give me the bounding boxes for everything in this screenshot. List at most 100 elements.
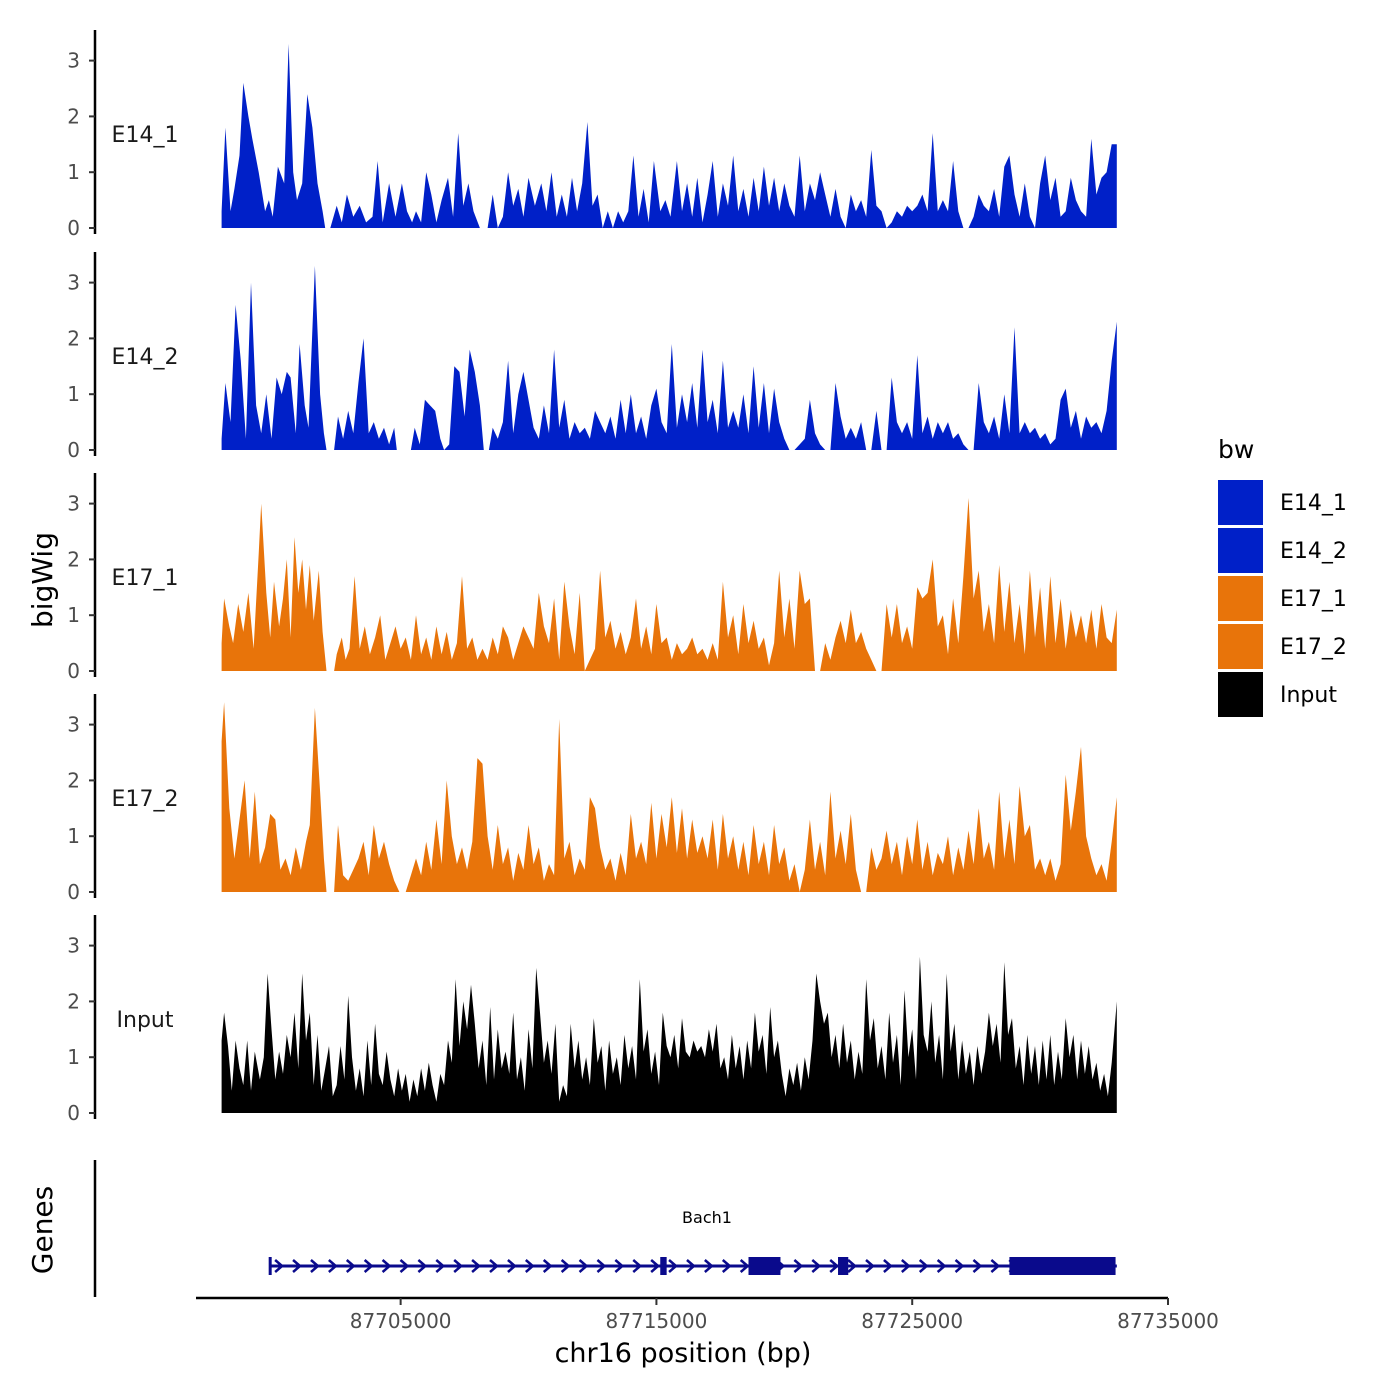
strand-arrow [901,1259,911,1273]
x-axis-title: chr16 position (bp) [555,1338,812,1369]
strand-arrow [435,1259,446,1273]
y-tick-label: 2 [67,326,80,350]
y-tick-label: 0 [67,880,80,904]
gene-exon [1009,1257,1116,1275]
y-tick-label: 3 [67,934,80,958]
strand-arrow [489,1259,499,1273]
gene-exon [660,1257,667,1275]
y-tick-label: 0 [67,216,80,240]
track-E17_2: 0 1 2 3 E17_2 [67,694,1117,904]
strand-arrow [990,1259,1001,1273]
strand-arrow [524,1259,535,1273]
signal-area-E14_1 [221,43,1117,229]
strand-arrow [739,1259,750,1273]
strand-arrow [972,1259,983,1273]
legend-swatch-E17_2 [1218,624,1263,669]
strand-arrow [328,1259,338,1273]
legend: bw E14_1 E14_2 E17_1 E17_2 Input [1218,435,1347,717]
track-E17_1: 0 1 2 3 E17_1 [67,473,1117,683]
y-tick-label: 0 [67,1101,80,1125]
strand-arrow [381,1259,392,1273]
x-tick-label: 87705000 [350,1309,452,1333]
y-tick-label: 3 [67,271,80,295]
x-tick-label: 87735000 [1117,1309,1219,1333]
strand-arrow [578,1259,589,1273]
strand-arrow [829,1259,840,1273]
strand-arrow [650,1259,661,1273]
y-tick-label: 1 [67,160,80,184]
strand-arrow [936,1259,947,1273]
legend-swatch-E14_2 [1218,528,1263,573]
genes-axis-title: Genes [26,1186,59,1274]
legend-swatch-E14_1 [1218,480,1263,525]
legend-label: E14_2 [1280,539,1347,564]
x-axis: 87705000 87715000 87725000 87735000 [196,1296,1219,1333]
x-tick-label: 87725000 [861,1309,963,1333]
track-label: Input [117,1008,174,1033]
y-tick-label: 1 [67,1045,80,1069]
strand-arrow [310,1259,320,1273]
y-tick-label: 1 [67,824,80,848]
y-tick-label: 1 [67,382,80,406]
bigwig-tracks: 0 1 2 3 E14_1 0 1 2 3 E14_2 0 1 2 3 E17_1 0 1 2 3 E17_2 0 1 2 3… [67,30,1117,1125]
track-label: E17_2 [112,787,179,812]
y-tick-label: 2 [67,104,80,128]
strand-arrow [793,1259,804,1273]
strand-arrow [471,1259,482,1273]
strand-arrow [417,1259,428,1273]
legend-label: E17_1 [1280,587,1347,612]
strand-arrow [883,1259,893,1273]
track-label: E14_1 [112,123,179,148]
gene-track [93,1160,1117,1297]
y-axis-title: bigWig [26,532,59,628]
track-label: E17_1 [112,566,179,591]
strand-arrow [721,1259,732,1273]
strand-arrow [614,1259,625,1273]
legend-title: bw [1218,435,1254,464]
strand-arrow [847,1259,858,1273]
track-Input: 0 1 2 3 Input [67,915,1117,1125]
strand-arrow [811,1259,822,1273]
strand-arrow [399,1259,410,1273]
y-tick-label: 0 [67,438,80,462]
signal-area-E17_2 [221,702,1117,892]
strand-arrow [453,1259,464,1273]
strand-arrow [560,1259,571,1273]
signal-area-E17_1 [221,498,1117,671]
strand-arrow [865,1259,875,1273]
strand-arrow [632,1259,643,1273]
strand-arrow [507,1259,517,1273]
y-tick-label: 2 [67,768,80,792]
track-label: E14_2 [112,345,179,370]
y-tick-label: 2 [67,989,80,1013]
gene-exon [748,1257,781,1275]
legend-label: E17_2 [1280,635,1347,660]
y-tick-label: 3 [67,713,80,737]
track-E14_1: 0 1 2 3 E14_1 [67,30,1117,240]
track-E14_2: 0 1 2 3 E14_2 [67,252,1117,462]
y-tick-label: 3 [67,49,80,73]
strand-arrow [345,1259,356,1273]
legend-label: E14_1 [1280,491,1347,516]
strand-arrow [292,1259,302,1273]
y-tick-label: 1 [67,603,80,627]
strand-arrow [668,1259,678,1273]
y-tick-label: 2 [67,547,80,571]
strand-arrow [686,1259,696,1273]
strand-arrow [918,1259,929,1273]
signal-area-E14_2 [221,265,1117,450]
strand-arrow [704,1259,714,1273]
legend-swatch-Input [1218,672,1263,717]
gene-exon [838,1257,849,1275]
strand-arrow [596,1259,607,1273]
y-tick-label: 3 [67,492,80,516]
strand-arrow [363,1259,374,1273]
signal-area-Input [221,956,1117,1113]
x-tick-label: 87715000 [606,1309,708,1333]
strand-arrow [274,1259,285,1273]
y-tick-label: 0 [67,659,80,683]
legend-label: Input [1280,683,1337,708]
strand-arrow [954,1259,965,1273]
legend-swatch-E17_1 [1218,576,1263,621]
